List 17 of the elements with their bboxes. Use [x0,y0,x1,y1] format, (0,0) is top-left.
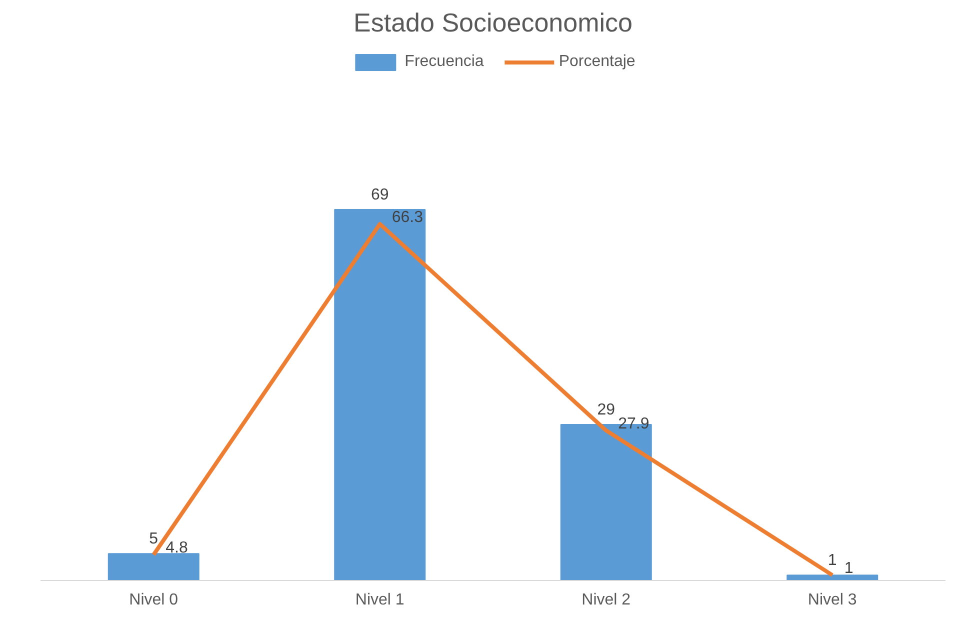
legend-label: Porcentaje [558,53,636,71]
x-tick-label: Nivel 3 [808,592,857,608]
data-label: 69 [370,186,389,204]
bar [108,553,200,580]
data-label: 66.3 [392,208,424,226]
bar [334,208,426,580]
x-tick-label: Nivel 1 [355,592,404,608]
data-label: 29 [597,402,616,419]
bar [786,574,878,580]
data-label: 1 [844,560,854,578]
legend-label: Frecuencia [404,53,484,71]
data-label: 1 [828,552,837,570]
x-tick-label: Nivel 0 [129,592,178,608]
data-label: 4.8 [166,540,188,557]
x-tick-label: Nivel 2 [582,592,631,608]
chart-title: Estado Socioeconomico [354,8,632,38]
data-label: 5 [149,530,158,548]
